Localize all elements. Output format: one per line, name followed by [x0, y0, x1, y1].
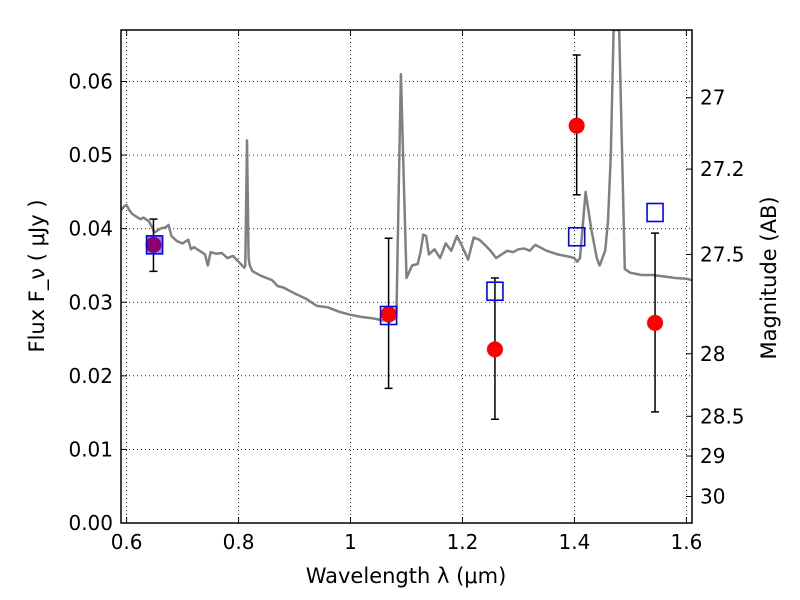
ticks-group	[121, 30, 692, 524]
y-tick-label: 0.05	[68, 143, 113, 167]
measured-point	[486, 341, 503, 358]
measured-point	[380, 306, 397, 323]
x-tick-label: 1.6	[670, 530, 702, 554]
measured-point	[647, 314, 664, 331]
y-tick-label: 0.06	[68, 70, 113, 94]
x-tick-label: 0.8	[223, 530, 255, 554]
y-tick-label: 0.01	[68, 437, 113, 461]
measured-point	[568, 117, 585, 134]
model-spectrum-group	[121, 30, 692, 324]
right-tick-label: 27.5	[700, 242, 745, 266]
measured-points-group	[145, 117, 664, 358]
model-photometry-group	[145, 202, 664, 326]
right-axis-label: Magnitude (AB)	[757, 196, 781, 359]
y-axis-label: Flux F_ν ( μJy )	[25, 199, 50, 352]
right-tick-label: 30	[700, 485, 725, 509]
model-photometry-point	[646, 202, 664, 223]
x-tick-label: 1.4	[559, 530, 591, 554]
model-spectrum-line	[121, 30, 692, 324]
right-tick-label: 27.2	[700, 157, 745, 181]
right-tick-label: 27	[700, 86, 725, 110]
x-axis-label: Wavelength λ (μm)	[306, 564, 507, 588]
x-tick-label: 0.6	[111, 530, 143, 554]
plot-frame	[120, 29, 693, 524]
right-tick-label: 28.5	[700, 404, 745, 428]
right-tick-label: 28	[700, 342, 725, 366]
tick-labels-group: 0.6 0.8 1 1.2 1.4 1.6 0.00 0.01 0.02 0.03 0.04 0.05…	[68, 70, 744, 554]
model-photometry-point	[379, 305, 398, 326]
y-tick-label: 0.00	[68, 511, 113, 535]
y-tick-label: 0.02	[68, 364, 113, 388]
model-photometry-point	[145, 235, 164, 255]
x-tick-label: 1.2	[447, 530, 479, 554]
y-tick-label: 0.03	[68, 290, 113, 314]
model-photometry-point	[567, 226, 586, 247]
model-photometry-point	[486, 281, 504, 302]
right-tick-label: 29	[700, 444, 725, 468]
x-tick-label: 1	[344, 530, 357, 554]
y-tick-label: 0.04	[68, 217, 113, 241]
